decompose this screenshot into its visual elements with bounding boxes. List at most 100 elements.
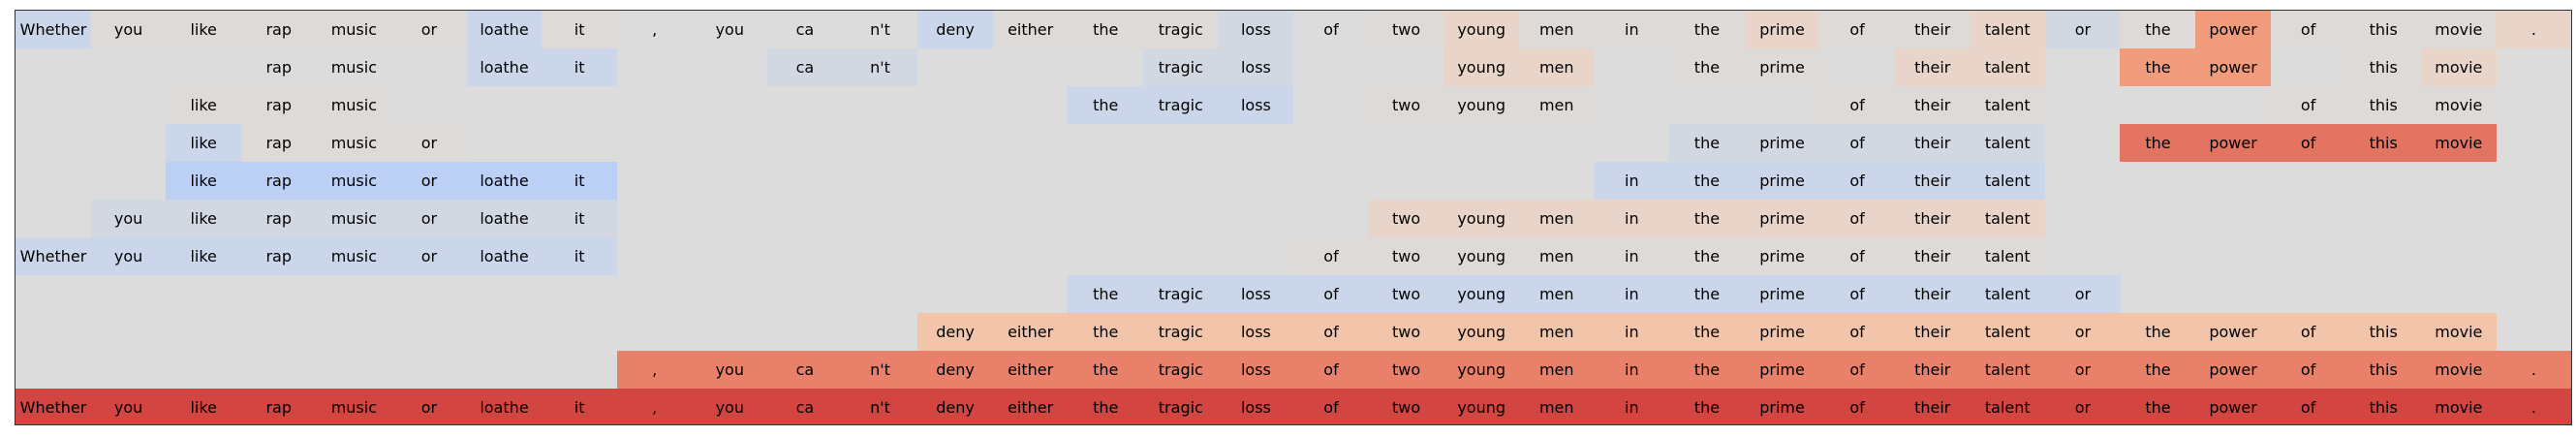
token-cell-r10-c2: like (166, 389, 242, 424)
token-cell-r8-c12: deny (917, 313, 994, 351)
token-cell-r7-c20: men (1518, 275, 1595, 313)
token-cell-r4-c21: in (1594, 162, 1670, 200)
token-cell-r10-c8: , (616, 389, 693, 424)
token-cell-r8-c24: of (1819, 313, 1896, 351)
token-cell-r10-c1: you (90, 389, 167, 424)
token-cell-r6-c7: it (542, 237, 618, 275)
token-cell-r1-c20: men (1518, 48, 1595, 86)
token-cell-r10-c21: in (1594, 389, 1670, 424)
token-cell-r3-c28: the (2120, 124, 2196, 162)
token-cell-r2-c20: men (1518, 86, 1595, 124)
token-cell-r0-c9: you (715, 20, 744, 39)
token-cell-r6-c4: music (316, 237, 392, 275)
token-cell-r6-c24: of (1819, 237, 1896, 275)
token-cell-r7-c24: of (1819, 275, 1896, 313)
token-cell-r10-c12: deny (917, 389, 994, 424)
token-cell-r10-c25: their (1894, 389, 1971, 424)
token-cell-r8-c31: this (2345, 313, 2422, 351)
token-cell-r9-c10: ca (766, 351, 843, 389)
token-cell-r2-c18: two (1368, 86, 1444, 124)
token-cell-r6-c3: rap (240, 237, 317, 275)
token-cell-r3-c4: music (316, 124, 392, 162)
token-cell-r4-c3: rap (240, 162, 317, 200)
token-cell-r9-c28: the (2120, 351, 2196, 389)
token-cell-r9-c16: loss (1218, 351, 1294, 389)
token-cell-r2-c26: talent (1970, 86, 2046, 124)
token-cell-r9-c20: men (1518, 351, 1595, 389)
token-cell-r7-c15: tragic (1142, 275, 1219, 313)
token-cell-r6-c1: you (90, 237, 167, 275)
token-cell-r0-c5: or (390, 11, 467, 48)
token-cell-r6-c25: their (1894, 237, 1971, 275)
token-cell-r10-c32: movie (2420, 389, 2497, 424)
token-cell-r9-c12: deny (917, 351, 994, 389)
token-cell-r0-c21: in (1594, 11, 1670, 48)
token-cell-r10-c7: it (542, 389, 618, 424)
token-cell-r5-c7: it (542, 200, 618, 237)
token-cell-r5-c18: two (1368, 200, 1444, 237)
token-cell-r5-c20: men (1518, 200, 1595, 237)
token-cell-r10-c11: n't (842, 389, 918, 424)
token-cell-r1-c4: music (330, 58, 377, 77)
token-cell-r0-c24: of (1819, 11, 1896, 48)
token-cell-r5-c19: young (1443, 200, 1520, 237)
token-cell-r1-c11: n't (842, 48, 918, 86)
token-cell-r4-c26: talent (1970, 162, 2046, 200)
token-cell-r0-c20: men (1518, 11, 1595, 48)
token-cell-r9-c27: or (2044, 351, 2121, 389)
token-cell-r9-c9: you (692, 351, 768, 389)
token-cell-r6-c19: young (1443, 237, 1520, 275)
token-cell-r10-c16: loss (1218, 389, 1294, 424)
token-cell-r3-c22: the (1668, 124, 1745, 162)
token-cell-r0-c15: tragic (1142, 11, 1219, 48)
token-cell-r0-c33: . (2496, 11, 2571, 48)
token-cell-r0-c4: music (316, 11, 392, 48)
token-cell-r5-c26: talent (1970, 200, 2046, 237)
token-cell-r3-c2: like (166, 124, 242, 162)
token-cell-r10-c28: the (2120, 389, 2196, 424)
token-cell-r3-c5: or (390, 124, 467, 162)
token-cell-r10-c20: men (1518, 389, 1595, 424)
token-cell-r8-c16: loss (1218, 313, 1294, 351)
token-cell-r0-c14: the (1068, 11, 1144, 48)
token-cell-r2-c32: movie (2420, 86, 2497, 124)
token-cell-r6-c18: two (1368, 237, 1444, 275)
token-cell-r7-c18: two (1368, 275, 1444, 313)
token-cell-r10-c6: loathe (466, 389, 543, 424)
token-cell-r10-c29: power (2195, 389, 2272, 424)
token-cell-r1-c31: this (2345, 48, 2422, 86)
token-cell-r6-c6: loathe (466, 237, 543, 275)
token-cell-r8-c21: in (1594, 313, 1670, 351)
token-cell-r1-c29: power (2195, 48, 2272, 86)
token-cell-r0-c29: power (2195, 11, 2272, 48)
token-cell-r0-c18: two (1368, 11, 1444, 48)
token-cell-r0-c28: the (2120, 11, 2196, 48)
token-cell-r7-c22: the (1668, 275, 1745, 313)
token-cell-r4-c22: the (1668, 162, 1745, 200)
token-cell-r6-c21: in (1594, 237, 1670, 275)
token-cell-r1-c22: the (1668, 48, 1745, 86)
token-cell-r3-c31: this (2345, 124, 2422, 162)
token-cell-r8-c27: or (2044, 313, 2121, 351)
token-cell-r1-c15: tragic (1142, 48, 1219, 86)
token-cell-r6-c2: like (166, 237, 242, 275)
token-cell-r0-c1: you (90, 11, 167, 48)
token-cell-r5-c22: the (1668, 200, 1745, 237)
token-cell-r10-c23: prime (1744, 389, 1820, 424)
token-cell-r0-c13: either (992, 11, 1069, 48)
token-cell-r0-c11: n't (870, 20, 890, 39)
token-cell-r8-c18: two (1368, 313, 1444, 351)
token-cell-r5-c5: or (390, 200, 467, 237)
token-cell-r7-c16: loss (1218, 275, 1294, 313)
token-cell-r2-c4: music (316, 86, 392, 124)
token-cell-r2-c3: rap (240, 86, 317, 124)
token-cell-r10-c10: ca (766, 389, 843, 424)
token-cell-r5-c2: like (166, 200, 242, 237)
token-cell-r9-c15: tragic (1142, 351, 1219, 389)
token-cell-r5-c1: you (90, 200, 167, 237)
token-cell-r9-c30: of (2270, 351, 2346, 389)
token-cell-r1-c32: movie (2420, 48, 2497, 86)
token-cell-r10-c3: rap (240, 389, 317, 424)
token-cell-r6-c26: talent (1970, 237, 2046, 275)
token-cell-r10-c5: or (390, 389, 467, 424)
